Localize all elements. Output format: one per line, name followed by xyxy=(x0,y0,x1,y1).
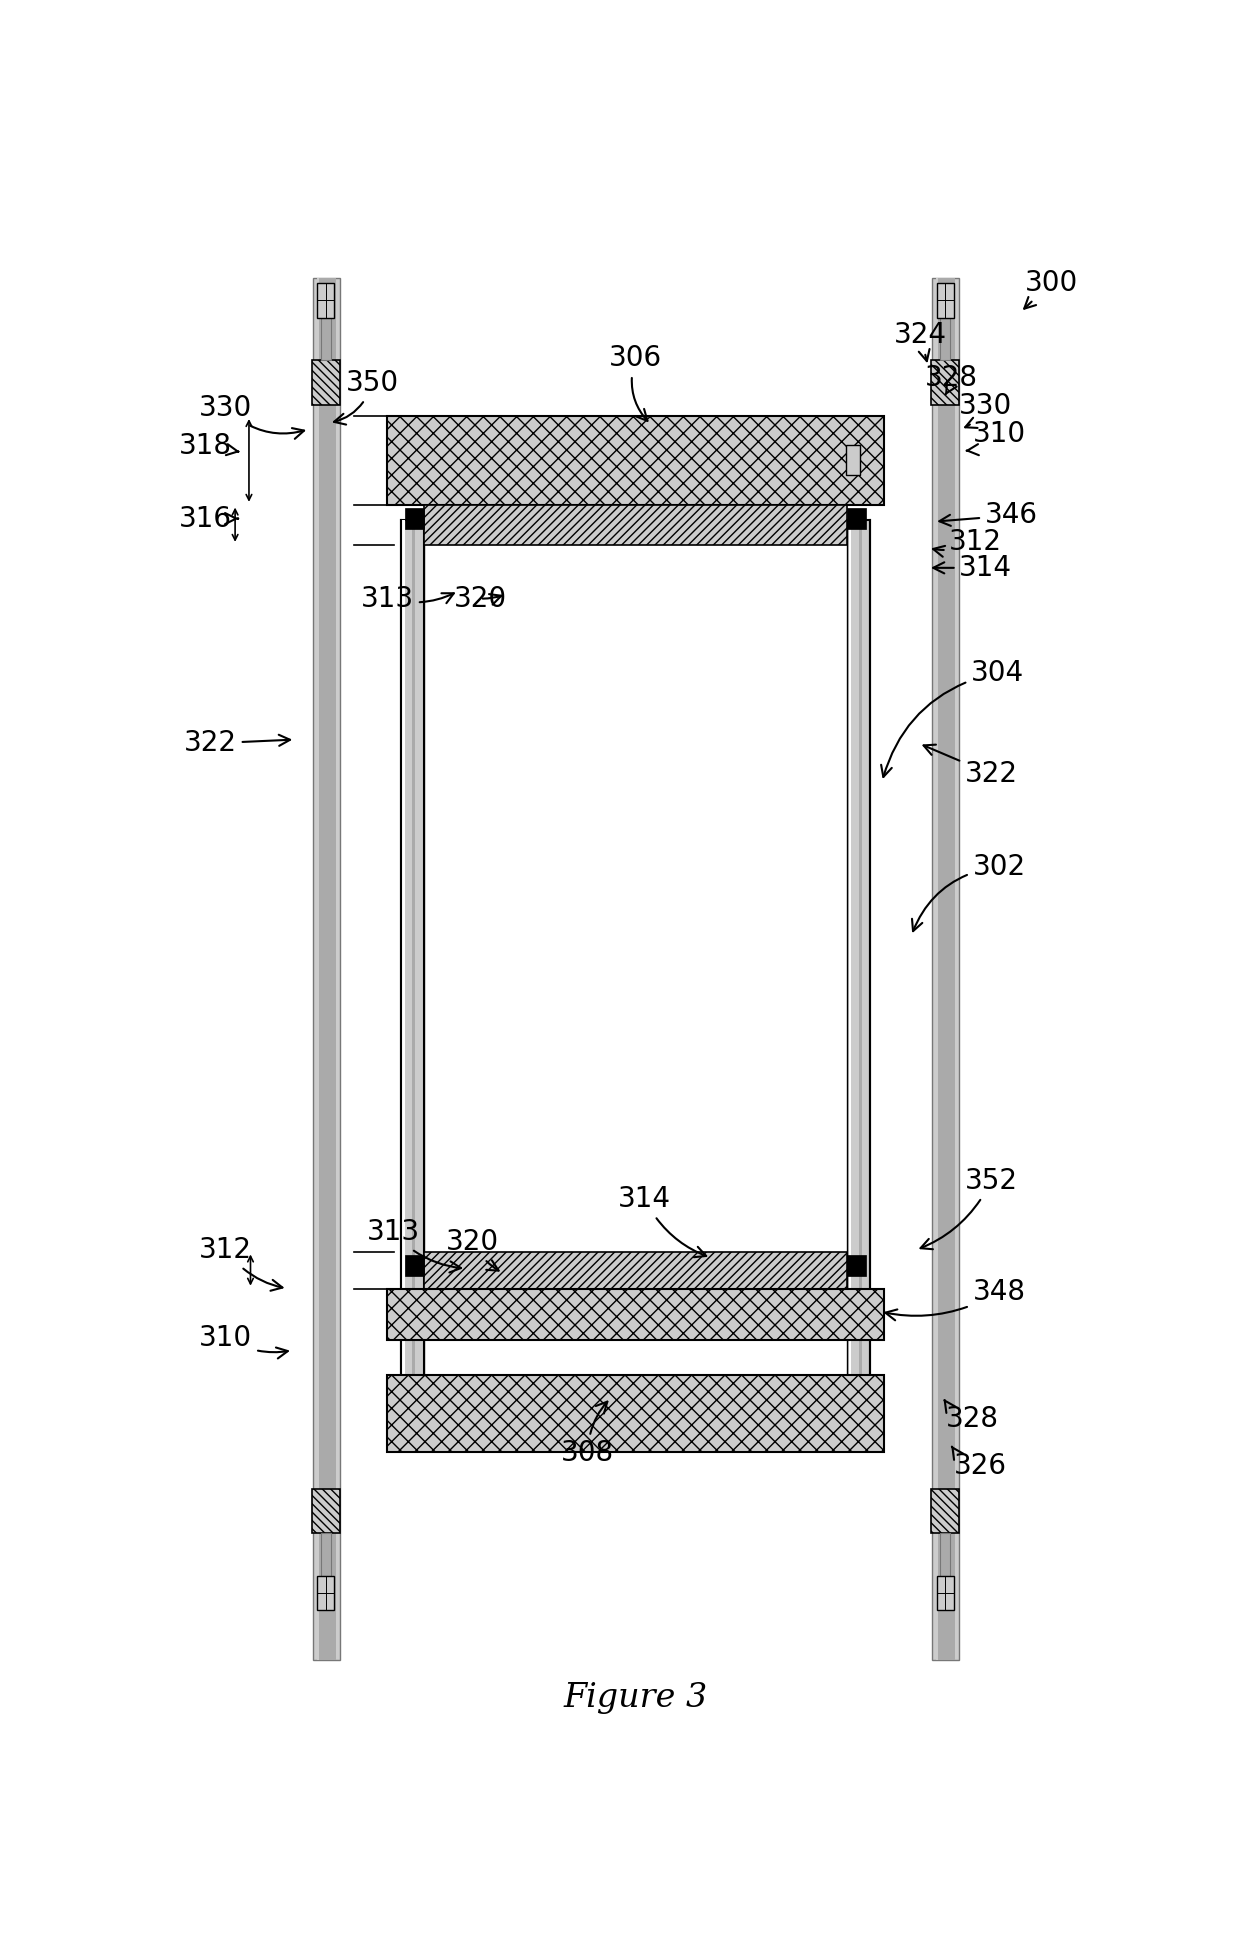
FancyBboxPatch shape xyxy=(316,278,336,1660)
FancyBboxPatch shape xyxy=(321,318,331,361)
Text: Figure 3: Figure 3 xyxy=(563,1682,708,1715)
Text: 320: 320 xyxy=(445,1229,498,1270)
Text: 310: 310 xyxy=(966,419,1025,455)
FancyBboxPatch shape xyxy=(931,361,959,404)
Text: 300: 300 xyxy=(1024,269,1078,308)
FancyBboxPatch shape xyxy=(312,361,340,404)
Text: 346: 346 xyxy=(940,502,1038,529)
Text: 348: 348 xyxy=(885,1278,1025,1321)
Text: 350: 350 xyxy=(334,368,399,425)
FancyBboxPatch shape xyxy=(316,278,319,1660)
FancyBboxPatch shape xyxy=(847,1254,866,1276)
Text: 316: 316 xyxy=(180,504,238,533)
Text: 328: 328 xyxy=(925,365,977,394)
Text: 314: 314 xyxy=(619,1186,706,1256)
FancyBboxPatch shape xyxy=(312,1490,340,1533)
Text: 322: 322 xyxy=(924,745,1018,788)
FancyBboxPatch shape xyxy=(312,278,340,1660)
Text: 318: 318 xyxy=(180,433,238,461)
Text: 352: 352 xyxy=(920,1166,1018,1249)
Text: 312: 312 xyxy=(932,527,1002,557)
FancyBboxPatch shape xyxy=(859,519,862,1382)
FancyBboxPatch shape xyxy=(846,445,859,474)
Text: 304: 304 xyxy=(882,659,1024,776)
Text: 330: 330 xyxy=(960,392,1013,427)
FancyBboxPatch shape xyxy=(932,278,959,1660)
FancyBboxPatch shape xyxy=(931,1490,959,1533)
FancyBboxPatch shape xyxy=(405,508,424,529)
Text: 310: 310 xyxy=(200,1323,288,1358)
Text: 326: 326 xyxy=(952,1446,1007,1480)
Text: 322: 322 xyxy=(184,729,290,757)
FancyBboxPatch shape xyxy=(847,508,866,529)
FancyBboxPatch shape xyxy=(936,1576,954,1611)
FancyBboxPatch shape xyxy=(387,1288,884,1341)
Text: 330: 330 xyxy=(200,394,304,439)
FancyBboxPatch shape xyxy=(387,1374,884,1452)
FancyBboxPatch shape xyxy=(401,519,424,1382)
FancyBboxPatch shape xyxy=(317,1576,335,1611)
Text: 302: 302 xyxy=(911,853,1025,931)
Text: 313: 313 xyxy=(361,584,454,613)
FancyBboxPatch shape xyxy=(940,1533,950,1576)
Text: 314: 314 xyxy=(934,555,1012,582)
Text: 306: 306 xyxy=(609,345,662,421)
FancyBboxPatch shape xyxy=(849,519,851,1382)
FancyBboxPatch shape xyxy=(936,278,955,1660)
Text: 312: 312 xyxy=(200,1237,283,1292)
Text: 313: 313 xyxy=(366,1219,461,1272)
FancyBboxPatch shape xyxy=(412,519,415,1382)
FancyBboxPatch shape xyxy=(424,1252,847,1288)
FancyBboxPatch shape xyxy=(405,1254,424,1276)
Text: 328: 328 xyxy=(945,1399,999,1433)
FancyBboxPatch shape xyxy=(940,318,950,361)
FancyBboxPatch shape xyxy=(402,519,404,1382)
FancyBboxPatch shape xyxy=(936,278,939,1660)
Text: 324: 324 xyxy=(894,321,947,361)
FancyBboxPatch shape xyxy=(387,416,884,504)
Text: 320: 320 xyxy=(454,584,506,613)
Text: 308: 308 xyxy=(562,1401,614,1468)
FancyBboxPatch shape xyxy=(424,519,847,1382)
FancyBboxPatch shape xyxy=(847,519,870,1382)
FancyBboxPatch shape xyxy=(936,282,954,318)
FancyBboxPatch shape xyxy=(424,504,847,545)
FancyBboxPatch shape xyxy=(321,1533,331,1576)
FancyBboxPatch shape xyxy=(317,282,335,318)
